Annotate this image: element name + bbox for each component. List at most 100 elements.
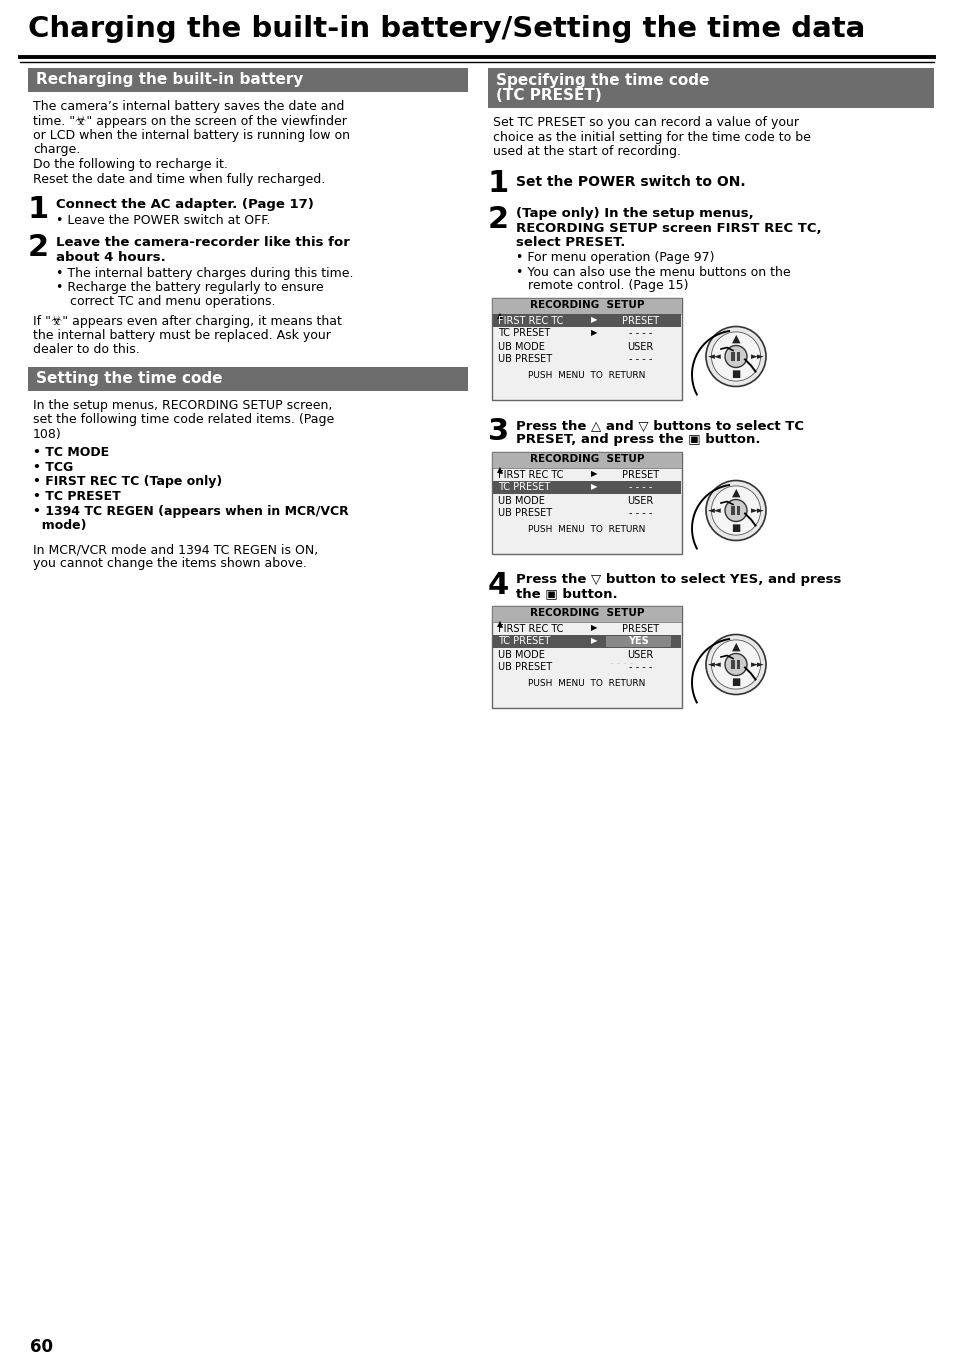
Text: In the setup menus, RECORDING SETUP screen,: In the setup menus, RECORDING SETUP scre…: [33, 399, 332, 412]
Text: RECORDING SETUP screen FIRST REC TC,: RECORDING SETUP screen FIRST REC TC,: [516, 222, 821, 234]
Text: Charging the built-in battery/Setting the time data: Charging the built-in battery/Setting th…: [28, 15, 864, 43]
Text: - - - -: - - - -: [609, 658, 633, 668]
Text: In MCR/VCR mode and 1394 TC REGEN is ON,: In MCR/VCR mode and 1394 TC REGEN is ON,: [33, 543, 318, 556]
Text: - - - -: - - - -: [628, 329, 651, 338]
Text: ■: ■: [731, 677, 740, 686]
Text: select PRESET.: select PRESET.: [516, 236, 625, 249]
Text: - - - -: - - - -: [628, 355, 651, 364]
Text: If "☣" appears even after charging, it means that: If "☣" appears even after charging, it m…: [33, 315, 341, 328]
Bar: [28, 367, 468, 391]
Text: (TC PRESET): (TC PRESET): [496, 88, 601, 103]
Bar: [731, 659, 734, 669]
Text: 2: 2: [28, 233, 49, 263]
Text: ▲: ▲: [731, 334, 740, 344]
Text: 2: 2: [488, 206, 509, 234]
Text: ▶: ▶: [590, 482, 597, 492]
Text: 108): 108): [33, 428, 62, 441]
Circle shape: [724, 654, 746, 676]
Text: 4: 4: [488, 571, 509, 601]
Bar: [492, 298, 681, 399]
Text: ►►: ►►: [750, 352, 763, 362]
Text: • TC PRESET: • TC PRESET: [33, 490, 121, 502]
Bar: [493, 481, 680, 493]
Text: ▶: ▶: [590, 470, 597, 478]
Text: set the following time code related items. (Page: set the following time code related item…: [33, 413, 334, 427]
Text: - - - -: - - - -: [628, 509, 651, 519]
Text: ■: ■: [731, 368, 740, 379]
Text: ◄◄: ◄◄: [707, 659, 720, 669]
Text: RECORDING  SETUP: RECORDING SETUP: [529, 301, 643, 310]
Text: Specifying the time code: Specifying the time code: [496, 73, 709, 88]
Text: 60: 60: [30, 1338, 53, 1354]
Bar: [737, 506, 740, 515]
Bar: [492, 451, 681, 554]
Text: USER: USER: [626, 650, 653, 659]
Text: TC PRESET: TC PRESET: [497, 636, 550, 646]
Text: Setting the time code: Setting the time code: [36, 371, 222, 386]
Text: UB MODE: UB MODE: [497, 496, 544, 505]
Bar: [731, 352, 734, 362]
Text: RECORDING  SETUP: RECORDING SETUP: [529, 455, 643, 464]
Text: ▶: ▶: [590, 636, 597, 646]
Text: choice as the initial setting for the time code to be: choice as the initial setting for the ti…: [493, 130, 810, 144]
Text: RECORDING  SETUP: RECORDING SETUP: [529, 608, 643, 619]
Text: • For menu operation (Page 97): • For menu operation (Page 97): [516, 252, 714, 264]
Text: or LCD when the internal battery is running low on: or LCD when the internal battery is runn…: [33, 129, 350, 142]
Text: UB MODE: UB MODE: [497, 341, 544, 352]
Text: 3: 3: [488, 417, 509, 447]
Bar: [731, 506, 734, 515]
Text: • You can also use the menu buttons on the: • You can also use the menu buttons on t…: [516, 265, 790, 279]
Text: PRESET, and press the ▣ button.: PRESET, and press the ▣ button.: [516, 433, 760, 447]
Text: PUSH  MENU  TO  RETURN: PUSH MENU TO RETURN: [528, 680, 645, 688]
Text: ▶: ▶: [590, 315, 597, 325]
Circle shape: [711, 640, 760, 689]
Circle shape: [705, 326, 765, 386]
Text: UB PRESET: UB PRESET: [497, 355, 552, 364]
Bar: [492, 605, 681, 621]
Bar: [492, 451, 681, 554]
Text: used at the start of recording.: used at the start of recording.: [493, 145, 680, 158]
Bar: [492, 298, 681, 399]
Text: dealer to do this.: dealer to do this.: [33, 343, 139, 356]
Bar: [605, 635, 670, 646]
Text: ▲: ▲: [497, 620, 502, 628]
Text: UB PRESET: UB PRESET: [497, 662, 552, 673]
Text: Do the following to recharge it.: Do the following to recharge it.: [33, 158, 228, 171]
Bar: [28, 68, 468, 92]
Text: 1: 1: [488, 169, 509, 199]
Text: PRESET: PRESET: [621, 623, 659, 634]
Text: TC PRESET: TC PRESET: [497, 482, 550, 493]
Text: UB MODE: UB MODE: [497, 650, 544, 659]
Text: mode): mode): [33, 519, 87, 532]
Text: FIRST REC TC: FIRST REC TC: [497, 623, 563, 634]
Text: FIRST REC TC: FIRST REC TC: [497, 315, 563, 325]
Circle shape: [724, 500, 746, 521]
Text: • Recharge the battery regularly to ensure: • Recharge the battery regularly to ensu…: [56, 282, 323, 294]
Bar: [493, 314, 680, 326]
Bar: [492, 451, 681, 467]
Circle shape: [705, 635, 765, 695]
Text: FIRST REC TC: FIRST REC TC: [497, 470, 563, 479]
Text: The camera’s internal battery saves the date and: The camera’s internal battery saves the …: [33, 100, 344, 112]
Text: TC PRESET: TC PRESET: [497, 329, 550, 338]
Bar: [493, 635, 680, 647]
Text: remote control. (Page 15): remote control. (Page 15): [527, 279, 688, 292]
Circle shape: [711, 332, 760, 380]
Text: Recharging the built-in battery: Recharging the built-in battery: [36, 72, 303, 87]
Text: ►►: ►►: [750, 506, 763, 515]
Circle shape: [711, 486, 760, 535]
Text: USER: USER: [626, 496, 653, 505]
Text: time. "☣" appears on the screen of the viewfinder: time. "☣" appears on the screen of the v…: [33, 115, 347, 127]
Text: correct TC and menu operations.: correct TC and menu operations.: [70, 295, 275, 307]
Text: YES: YES: [627, 636, 648, 646]
Bar: [492, 298, 681, 314]
Text: ◄◄: ◄◄: [707, 352, 720, 362]
Circle shape: [724, 345, 746, 367]
Text: Set the POWER switch to ON.: Set the POWER switch to ON.: [516, 175, 745, 188]
Text: ◄◄: ◄◄: [707, 506, 720, 515]
Text: • The internal battery charges during this time.: • The internal battery charges during th…: [56, 267, 354, 280]
Bar: [488, 68, 933, 108]
Text: ▲: ▲: [731, 642, 740, 653]
Text: PRESET: PRESET: [621, 315, 659, 325]
Text: Connect the AC adapter. (Page 17): Connect the AC adapter. (Page 17): [56, 198, 314, 211]
